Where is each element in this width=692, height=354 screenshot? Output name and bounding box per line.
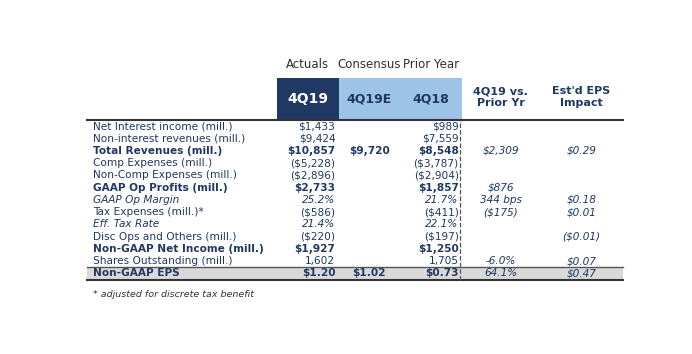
Text: 4Q19E: 4Q19E [347,92,392,105]
Text: 21.4%: 21.4% [302,219,336,229]
Text: 1,705: 1,705 [428,256,459,266]
FancyBboxPatch shape [277,78,338,120]
Text: 4Q18: 4Q18 [412,92,449,105]
Text: $2,733: $2,733 [294,183,336,193]
FancyBboxPatch shape [400,78,462,120]
Text: Non-GAAP EPS: Non-GAAP EPS [93,268,179,279]
Text: $0.73: $0.73 [425,268,459,279]
Text: Est'd EPS
Impact: Est'd EPS Impact [552,86,610,108]
Text: * adjusted for discrete tax benefit: * adjusted for discrete tax benefit [93,290,254,299]
Text: 21.7%: 21.7% [426,195,459,205]
Text: $1,857: $1,857 [418,183,459,193]
Text: $0.01: $0.01 [566,207,597,217]
Text: 22.1%: 22.1% [426,219,459,229]
Text: ($0.01): ($0.01) [562,232,600,242]
Text: $9,720: $9,720 [349,146,390,156]
Text: Disc Ops and Others (mill.): Disc Ops and Others (mill.) [93,232,236,242]
FancyBboxPatch shape [86,51,623,78]
Text: $1.20: $1.20 [302,268,336,279]
Text: 1,602: 1,602 [305,256,336,266]
Text: $989: $989 [432,121,459,131]
Text: $0.18: $0.18 [566,195,597,205]
Text: Prior Year: Prior Year [403,58,459,71]
Text: $0.47: $0.47 [566,268,597,279]
Text: 4Q19 vs.
Prior Yr: 4Q19 vs. Prior Yr [473,86,528,108]
Text: 25.2%: 25.2% [302,195,336,205]
Text: $0.07: $0.07 [566,256,597,266]
Text: Eff. Tax Rate: Eff. Tax Rate [93,219,159,229]
Text: Consensus: Consensus [338,58,401,71]
Text: $1.02: $1.02 [353,268,386,279]
Text: ($586): ($586) [300,207,336,217]
Text: $1,250: $1,250 [418,244,459,254]
Text: $8,548: $8,548 [418,146,459,156]
FancyBboxPatch shape [86,267,623,280]
Text: 64.1%: 64.1% [484,268,518,279]
Text: ($175): ($175) [484,207,518,217]
Text: $876: $876 [488,183,514,193]
Text: ($5,228): ($5,228) [291,158,336,168]
Text: $10,857: $10,857 [287,146,336,156]
Text: Net Interest income (mill.): Net Interest income (mill.) [93,121,233,131]
Text: $2,309: $2,309 [482,146,519,156]
Text: Non-Comp Expenses (mill.): Non-Comp Expenses (mill.) [93,170,237,180]
Text: Non-interest revenues (mill.): Non-interest revenues (mill.) [93,133,245,144]
Text: ($220): ($220) [300,232,336,242]
Text: ($197): ($197) [424,232,459,242]
Text: GAAP Op Profits (mill.): GAAP Op Profits (mill.) [93,183,228,193]
Text: $1,927: $1,927 [295,244,336,254]
Text: Actuals: Actuals [286,58,329,71]
Text: -6.0%: -6.0% [486,256,516,266]
Text: $7,559: $7,559 [422,133,459,144]
Text: $0.29: $0.29 [566,146,597,156]
Text: Total Revenues (mill.): Total Revenues (mill.) [93,146,222,156]
Text: Shares Outstanding (mill.): Shares Outstanding (mill.) [93,256,233,266]
Text: 344 bps: 344 bps [480,195,522,205]
Text: ($2,896): ($2,896) [291,170,336,180]
Text: Comp Expenses (mill.): Comp Expenses (mill.) [93,158,212,168]
Text: ($2,904): ($2,904) [414,170,459,180]
FancyBboxPatch shape [338,78,400,120]
Text: ($411): ($411) [424,207,459,217]
Text: $1,433: $1,433 [298,121,336,131]
Text: GAAP Op Margin: GAAP Op Margin [93,195,179,205]
Text: $9,424: $9,424 [299,133,336,144]
Text: Non-GAAP Net Income (mill.): Non-GAAP Net Income (mill.) [93,244,264,254]
Text: Tax Expenses (mill.)*: Tax Expenses (mill.)* [93,207,203,217]
Text: ($3,787): ($3,787) [414,158,459,168]
Text: 4Q19: 4Q19 [287,92,328,106]
